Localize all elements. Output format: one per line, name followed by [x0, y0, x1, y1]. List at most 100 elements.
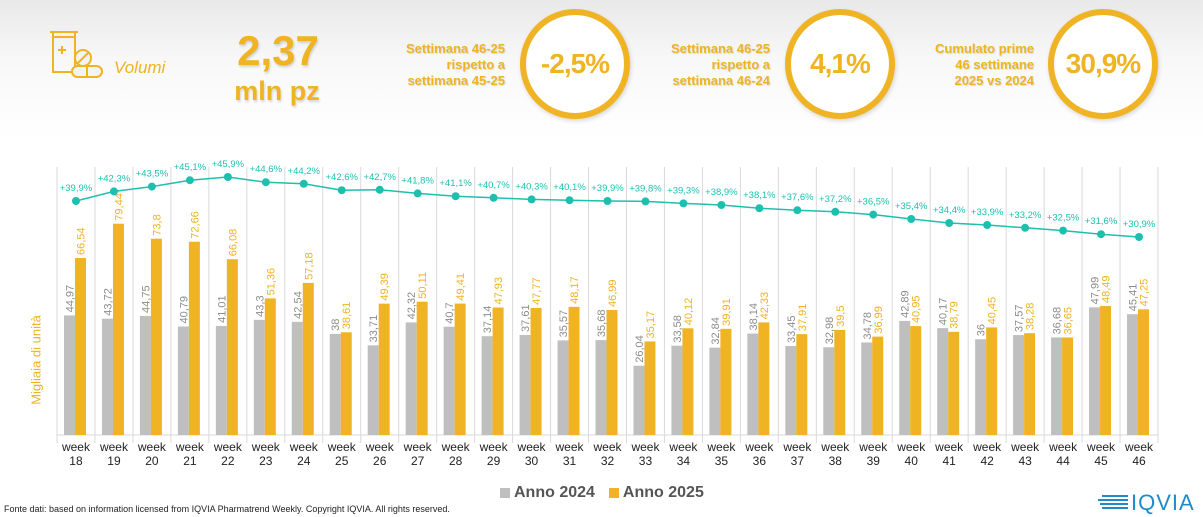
x-tick-label: 26 [373, 454, 387, 468]
kpi-label-line: rispetto a [446, 57, 505, 72]
growth-label: +33,9% [971, 207, 1004, 218]
growth-label: +39,8% [629, 183, 662, 194]
x-tick-label: 36 [753, 454, 767, 468]
kpi-label-line: settimana 46-24 [672, 73, 770, 88]
data-label-2025: 47,25 [1139, 279, 1151, 307]
growth-label: +44,2% [288, 166, 321, 177]
bar-2025 [150, 238, 162, 435]
growth-label: +31,6% [1085, 216, 1118, 227]
bar-2024 [899, 320, 911, 435]
bar-2025 [682, 328, 694, 435]
growth-label: +38,9% [705, 187, 738, 198]
x-tick-label: week [1010, 440, 1040, 454]
growth-label: +41,1% [439, 178, 472, 189]
x-tick-label: week [782, 440, 812, 454]
x-tick-label: 31 [563, 454, 577, 468]
growth-point [147, 182, 156, 191]
x-tick-label: week [820, 440, 850, 454]
growth-label: +38,1% [743, 190, 776, 201]
data-label-2025: 49,39 [379, 273, 391, 301]
data-label-2024: 32,84 [710, 317, 722, 345]
bar-2024 [443, 326, 455, 435]
data-label-2024: 44,97 [64, 285, 76, 313]
bar-2024 [861, 342, 873, 435]
data-label-2025: 39,5 [835, 306, 847, 327]
kpi-yoy-week-label: Settimana 46-25 rispetto a settimana 46-… [645, 41, 770, 89]
growth-label: +37,2% [819, 194, 852, 205]
data-label-2024: 40,79 [178, 296, 190, 324]
x-tick-label: week [1048, 440, 1078, 454]
bar-2025 [758, 322, 770, 435]
x-tick-label: week [99, 440, 129, 454]
growth-point [831, 207, 840, 216]
bar-2024 [177, 326, 189, 435]
x-tick-label: week [403, 440, 433, 454]
growth-label: +35,4% [895, 201, 928, 212]
bar-2024 [329, 333, 341, 435]
growth-point [679, 199, 688, 208]
x-tick-label: 38 [829, 454, 843, 468]
x-tick-label: week [555, 440, 585, 454]
data-label-2024: 37,57 [1014, 305, 1026, 333]
bar-2024 [253, 319, 265, 435]
data-label-2025: 42,33 [759, 292, 771, 320]
growth-point [641, 197, 650, 206]
growth-label: +36,5% [857, 197, 890, 208]
growth-label: +39,9% [60, 183, 93, 194]
bar-2024 [63, 315, 75, 435]
kpi-cumulative-value: 30,9% [1065, 48, 1141, 79]
bar-2024 [1013, 335, 1025, 435]
growth-point [223, 173, 232, 181]
bar-2025 [416, 301, 428, 435]
x-tick-label: 20 [145, 454, 159, 468]
source-note: Fonte dati: based on information license… [4, 504, 450, 514]
bar-2024 [139, 315, 151, 435]
kpi-label-line: rispetto a [711, 57, 770, 72]
bar-2024 [937, 328, 949, 435]
growth-point [793, 206, 802, 215]
growth-label: +40,3% [515, 181, 548, 192]
data-label-2025: 47,93 [493, 277, 505, 305]
data-label-2024: 43,3 [254, 295, 266, 316]
legend-label-2024: Anno 2024 [514, 484, 595, 501]
x-tick-label: 37 [791, 454, 805, 468]
data-label-2025: 38,28 [1025, 303, 1037, 331]
x-tick-label: week [858, 440, 888, 454]
x-tick-label: 43 [1018, 454, 1032, 468]
growth-point [755, 204, 764, 213]
data-label-2024: 42,54 [292, 291, 304, 319]
x-tick-label: 24 [297, 454, 311, 468]
bar-2024 [1127, 314, 1139, 435]
volume-label: Volumi [114, 58, 166, 77]
growth-label: +43,5% [136, 169, 169, 180]
data-label-2025: 36,99 [873, 306, 885, 334]
bar-2025 [378, 303, 390, 435]
x-tick-label: 25 [335, 454, 349, 468]
data-label-2025: 66,54 [75, 227, 87, 255]
x-tick-label: 41 [943, 454, 957, 468]
x-tick-label: 22 [221, 454, 235, 468]
growth-point [451, 192, 460, 201]
kpi-cumulative-circle: 30,9% [1048, 9, 1158, 119]
growth-point [413, 189, 422, 198]
kpi-label-line: Settimana 46-25 [406, 41, 505, 56]
bar-2024 [823, 347, 835, 435]
data-label-2025: 36,65 [1063, 307, 1075, 335]
data-label-2024: 44,75 [140, 285, 152, 313]
bar-2025 [948, 331, 960, 435]
bar-2024 [367, 345, 379, 435]
growth-label: +45,1% [174, 162, 207, 173]
x-tick-label: 33 [639, 454, 653, 468]
x-tick-label: 34 [677, 454, 691, 468]
x-tick-label: 40 [905, 454, 919, 468]
growth-label: +40,7% [477, 180, 510, 191]
data-label-2025: 48,17 [569, 276, 581, 304]
growth-point [527, 195, 536, 204]
bar-2025 [606, 310, 618, 435]
growth-label: +45,9% [212, 159, 245, 170]
legend-item-2024: Anno 2024 [500, 484, 595, 502]
growth-point [1097, 230, 1106, 239]
total-volume-value: 2,37 [237, 27, 319, 74]
growth-point [1135, 233, 1144, 241]
x-tick-label: week [251, 440, 281, 454]
